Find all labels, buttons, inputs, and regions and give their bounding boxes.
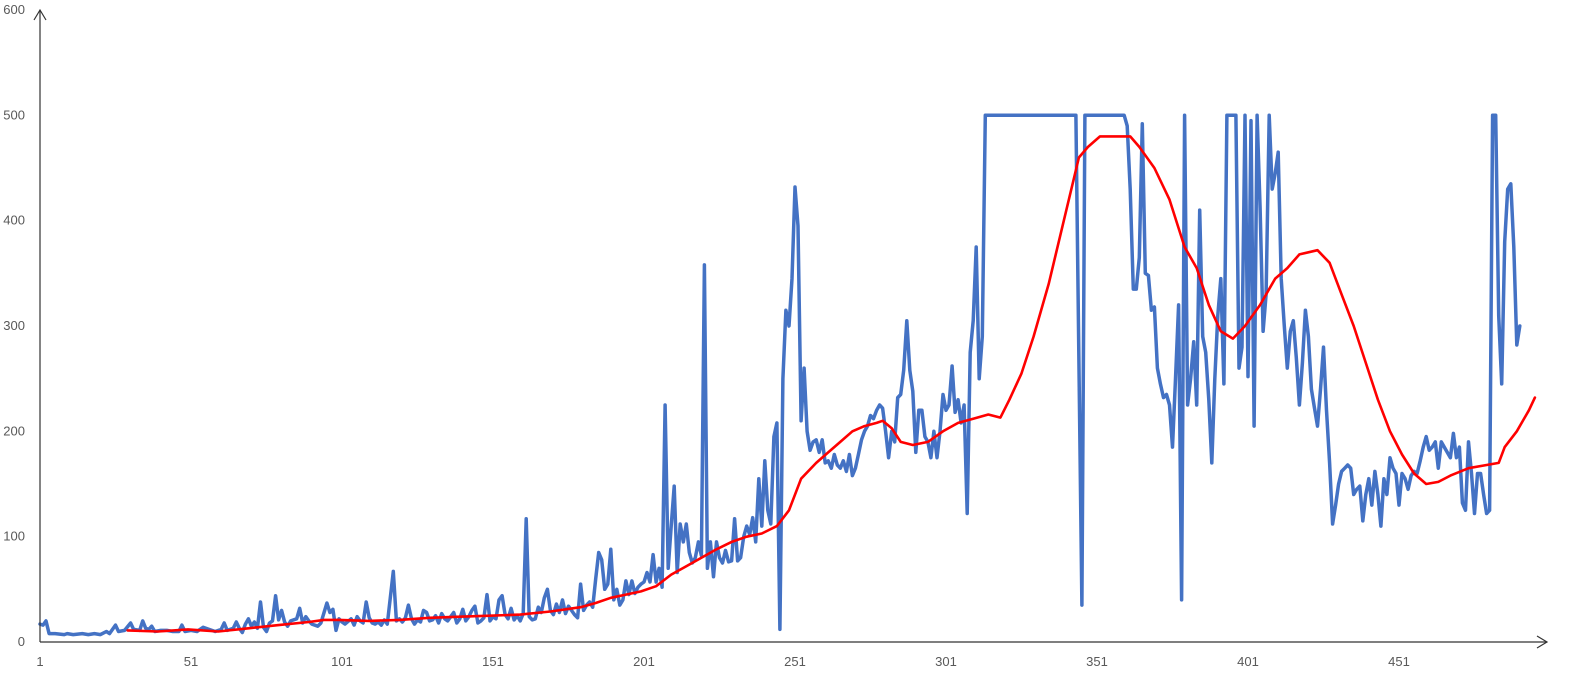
x-tick-label: 151 xyxy=(482,654,504,669)
x-tick-label: 251 xyxy=(784,654,806,669)
x-axis-arrow xyxy=(1536,635,1549,649)
x-tick-label: 201 xyxy=(633,654,655,669)
series-line-red xyxy=(126,135,1537,633)
x-tick-label: 301 xyxy=(935,654,957,669)
y-tick-label: 100 xyxy=(3,529,25,544)
x-tick-labels: 1 51 101 151 201 251 301 351 401 451 xyxy=(36,654,1409,669)
x-tick-label: 351 xyxy=(1086,654,1108,669)
y-axis-arrow xyxy=(33,8,47,21)
x-tick-label: 51 xyxy=(184,654,198,669)
x-tick-label: 401 xyxy=(1237,654,1259,669)
y-tick-label: 600 xyxy=(3,2,25,17)
y-tick-label: 500 xyxy=(3,107,25,122)
x-tick-label: 101 xyxy=(331,654,353,669)
y-tick-label: 0 xyxy=(18,634,25,649)
series-lines xyxy=(38,113,1537,637)
x-tick-label: 1 xyxy=(36,654,43,669)
x-tick-label: 451 xyxy=(1388,654,1410,669)
axes xyxy=(33,8,1549,649)
y-tick-label: 200 xyxy=(3,423,25,438)
y-tick-labels: 0 100 200 300 400 500 600 xyxy=(3,2,25,649)
y-tick-label: 400 xyxy=(3,213,25,228)
series-line-blue xyxy=(38,113,1522,637)
y-tick-label: 300 xyxy=(3,318,25,333)
